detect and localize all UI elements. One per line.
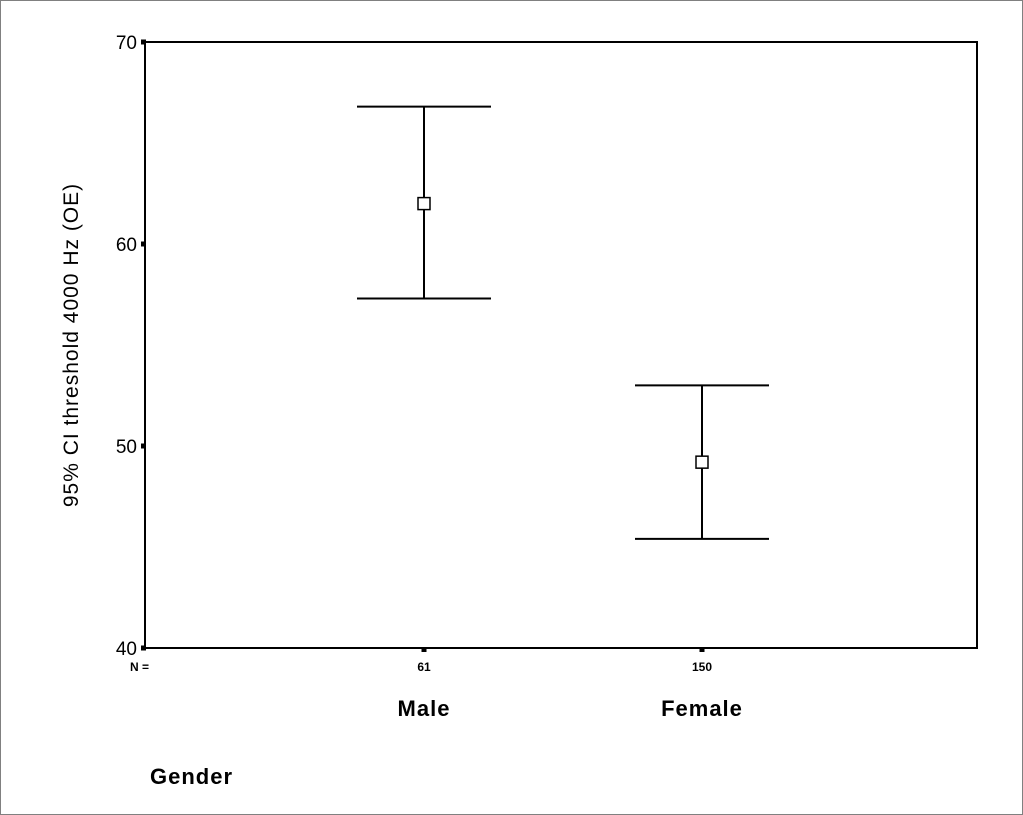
y-tick-label: 60 — [116, 235, 137, 256]
y-tick — [141, 241, 146, 247]
error-bars — [357, 105, 769, 540]
n-count-label: 61 — [417, 660, 431, 674]
n-prefix-label: N = — [130, 660, 149, 674]
y-axis-title: 95% CI threshold 4000 Hz (OE) — [60, 183, 83, 507]
y-axis: 40 50 60 70 — [116, 33, 146, 660]
category-label: Female — [661, 696, 743, 721]
x-axis-title: Gender — [150, 764, 233, 789]
y-tick-label: 70 — [116, 33, 137, 54]
n-count-label: 150 — [692, 660, 712, 674]
y-tick — [141, 443, 146, 449]
error-bar-male — [357, 105, 491, 300]
y-tick — [141, 39, 146, 45]
x-tick — [421, 647, 427, 652]
mean-marker — [417, 196, 431, 211]
plot-area — [144, 41, 978, 649]
error-bar-female — [635, 384, 769, 540]
x-axis: 61 Male 150 Female — [398, 647, 743, 721]
y-tick — [141, 645, 146, 651]
y-tick-label: 50 — [116, 437, 137, 458]
x-tick — [699, 647, 705, 652]
category-label: Male — [398, 696, 451, 721]
y-tick-label: 40 — [116, 639, 137, 660]
mean-marker — [695, 455, 709, 469]
